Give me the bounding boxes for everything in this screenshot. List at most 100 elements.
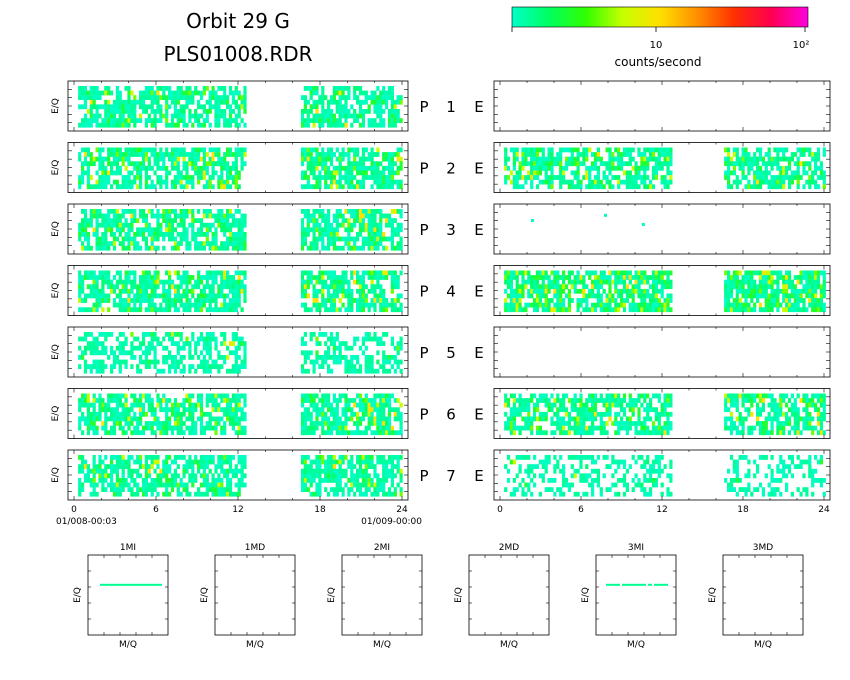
heatmap-cell (385, 157, 388, 162)
heatmap-cell (542, 289, 545, 294)
heatmap-cell (116, 104, 119, 109)
heatmap-cell (304, 237, 307, 242)
heatmap-cell (669, 148, 672, 153)
heatmap-cell (307, 280, 310, 285)
heatmap-cell (318, 303, 321, 308)
heatmap-cell (350, 209, 353, 214)
heatmap-cell (241, 148, 244, 153)
heatmap-cell (90, 369, 93, 374)
heatmap-cell (93, 430, 96, 435)
heatmap-cell (203, 184, 206, 189)
heatmap-cell (142, 341, 145, 346)
heatmap-cell (318, 407, 321, 412)
heatmap-cell (154, 114, 157, 119)
heatmap-cell (315, 100, 318, 105)
heatmap-cell (536, 171, 539, 176)
heatmap-cell (191, 337, 194, 342)
heatmap-cell (133, 346, 136, 351)
heatmap-cell (391, 355, 394, 360)
heatmap-cell (145, 95, 148, 100)
heatmap-cell (133, 166, 136, 171)
heatmap-cell (139, 417, 142, 422)
heatmap-cell (168, 91, 171, 96)
heatmap-cell (658, 148, 661, 153)
heatmap-cell (597, 184, 600, 189)
heatmap-cell (125, 403, 128, 408)
heatmap-cell (649, 303, 652, 308)
heatmap-cell (203, 289, 206, 294)
heatmap-cell (217, 307, 220, 312)
heatmap-cell (107, 152, 110, 157)
heatmap-cell (136, 298, 139, 303)
heatmap-cell (594, 161, 597, 166)
heatmap-cell (307, 232, 310, 237)
heatmap-cell (779, 157, 782, 162)
heatmap-cell (304, 294, 307, 299)
heatmap-cell (530, 294, 533, 299)
heatmap-cell (643, 161, 646, 166)
heatmap-cell (235, 241, 238, 246)
heatmap-cell (241, 100, 244, 105)
heatmap-cell (388, 218, 391, 223)
heatmap-cell (640, 303, 643, 308)
heatmap-cell (101, 294, 104, 299)
heatmap-cell (191, 91, 194, 96)
heatmap-cell (753, 289, 756, 294)
heatmap-cell (209, 369, 212, 374)
heatmap-cell (145, 398, 148, 403)
heatmap-cell (504, 280, 507, 285)
heatmap-cell (773, 184, 776, 189)
heatmap-cell (188, 307, 191, 312)
heatmap-cell (301, 417, 304, 422)
heatmap-cell (646, 289, 649, 294)
heatmap-cell (565, 307, 568, 312)
heatmap-cell (122, 109, 125, 114)
heatmap-cell (203, 337, 206, 342)
heatmap-cell (180, 104, 183, 109)
heatmap-cell (330, 100, 333, 105)
heatmap-cell (217, 95, 220, 100)
heatmap-cell (324, 109, 327, 114)
heatmap-cell (617, 161, 620, 166)
heatmap-cell (168, 171, 171, 176)
heatmap-cell (148, 284, 151, 289)
heatmap-cell (200, 289, 203, 294)
heatmap-cell (750, 294, 753, 299)
heatmap-cell (180, 218, 183, 223)
heatmap-cell (553, 271, 556, 276)
heatmap-cell (315, 426, 318, 431)
heatmap-cell (119, 280, 122, 285)
channel-side: E (474, 221, 483, 239)
heatmap-cell (620, 303, 623, 308)
heatmap-cell (307, 417, 310, 422)
heatmap-cell (521, 275, 524, 280)
heatmap-cell (188, 152, 191, 157)
heatmap-cell (797, 184, 800, 189)
heatmap-cell (209, 157, 212, 162)
heatmap-cell (768, 280, 771, 285)
heatmap-cell (96, 346, 99, 351)
heatmap-cell (197, 104, 200, 109)
heatmap-cell (365, 91, 368, 96)
heatmap-cell (139, 152, 142, 157)
heatmap-cell (559, 166, 562, 171)
heatmap-cell (159, 426, 162, 431)
heatmap-cell (530, 175, 533, 180)
heatmap-cell (223, 214, 226, 219)
heatmap-cell (165, 86, 168, 91)
heatmap-cell (98, 148, 101, 153)
heatmap-cell (736, 180, 739, 185)
heatmap-cell (342, 104, 345, 109)
heatmap-cell (545, 175, 548, 180)
heatmap-cell (373, 161, 376, 166)
heatmap-cell (96, 341, 99, 346)
heatmap-cell (217, 104, 220, 109)
heatmap-cell (568, 271, 571, 276)
heatmap-cell (666, 166, 669, 171)
heatmap-cell (119, 104, 122, 109)
heatmap-cell (548, 175, 551, 180)
heatmap-cell (336, 91, 339, 96)
heatmap-cell (214, 123, 217, 128)
heatmap-cell (617, 166, 620, 171)
heatmap-cell (579, 275, 582, 280)
